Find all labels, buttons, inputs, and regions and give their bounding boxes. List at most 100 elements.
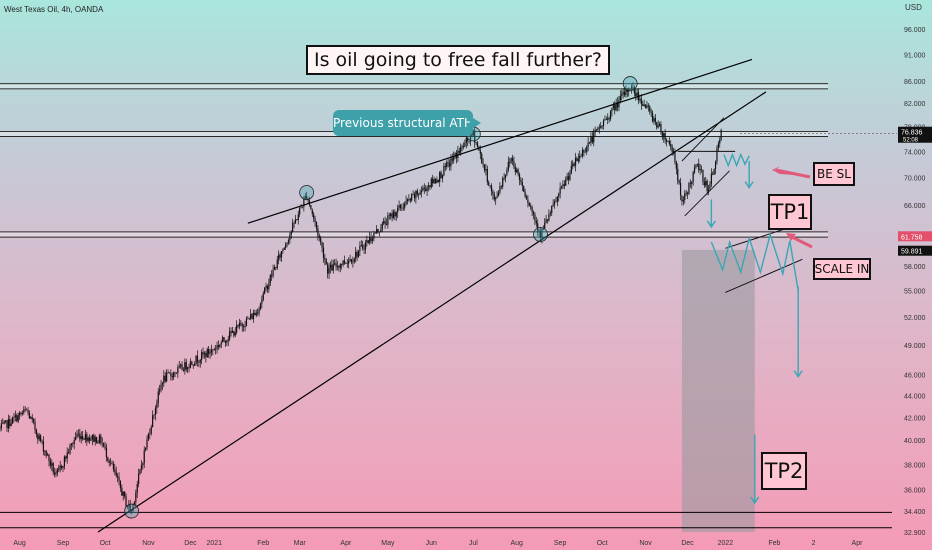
candle [185, 358, 187, 372]
candle [68, 448, 70, 454]
candle [381, 221, 383, 233]
candle [234, 327, 236, 338]
x-axis: Aug Sep Oct Nov Dec 2021 Feb Mar Apr May Jun Jul Aug… [13, 540, 863, 547]
candle [352, 256, 354, 268]
candle [201, 349, 203, 365]
candle [656, 121, 658, 130]
candle [532, 210, 535, 220]
candle [622, 88, 624, 99]
candle [681, 195, 683, 206]
candle [230, 327, 232, 337]
previous-ath-callout-pointer [470, 116, 481, 130]
candle [651, 110, 654, 123]
candle [143, 446, 145, 468]
candle [446, 160, 448, 170]
candle [315, 221, 318, 232]
candle [594, 126, 596, 137]
support-level-3 [0, 231, 828, 238]
candle [597, 126, 599, 133]
be-sl-label: BE SL [813, 162, 855, 186]
candle [643, 99, 645, 107]
candle [269, 273, 271, 287]
candle [136, 480, 138, 498]
price-badge-red: 61.758 [898, 231, 932, 242]
x-tick-label: Apr [852, 540, 864, 547]
y-tick-label: 32.900 [904, 530, 926, 537]
candle [216, 341, 218, 354]
candle [371, 235, 374, 244]
candle [562, 180, 564, 190]
candle [346, 259, 348, 268]
candle [301, 206, 304, 209]
candle [276, 255, 278, 270]
candle [299, 205, 301, 218]
candle [252, 309, 255, 323]
candle [118, 472, 120, 486]
x-tick-label: Apr [340, 540, 352, 547]
candle [84, 429, 87, 444]
candle [34, 418, 36, 434]
candle [608, 116, 610, 123]
candle [125, 493, 127, 507]
candle [693, 164, 696, 175]
candle [161, 381, 164, 391]
candle [426, 185, 428, 196]
candle [461, 144, 463, 152]
candle [684, 190, 686, 204]
candle [705, 176, 707, 188]
candle [440, 170, 442, 179]
candle [360, 240, 362, 247]
candle [178, 360, 180, 369]
candle [635, 88, 637, 101]
candle [362, 241, 364, 251]
candle [616, 97, 619, 112]
candle [220, 340, 222, 349]
candle [506, 167, 508, 177]
candle [534, 212, 536, 226]
candle [189, 358, 192, 369]
candle [61, 464, 63, 470]
candle [154, 405, 157, 421]
candle [702, 169, 704, 186]
candle [199, 358, 201, 368]
candle [591, 131, 593, 144]
candle [636, 89, 638, 101]
y-tick-label: 82.000 [904, 101, 926, 108]
candle [254, 309, 256, 316]
candle [649, 104, 651, 115]
candle [103, 442, 105, 448]
candle [514, 163, 516, 176]
candle [675, 160, 677, 175]
be-sl-pointer-arrow [772, 166, 811, 179]
candle [206, 347, 208, 358]
candle [31, 413, 33, 423]
candle [331, 259, 333, 272]
candle [327, 262, 329, 279]
candle [357, 249, 360, 258]
candle [530, 203, 532, 210]
candle [28, 410, 31, 419]
candle [642, 100, 644, 107]
touch-marker [299, 185, 315, 200]
candle [433, 176, 435, 185]
candle [556, 196, 558, 207]
candle [380, 224, 382, 233]
candle [601, 125, 603, 130]
support-levels-layer [0, 83, 892, 529]
candle [210, 344, 213, 357]
candle [223, 337, 225, 343]
candle [101, 437, 103, 448]
candle [83, 437, 85, 441]
candle [510, 157, 512, 164]
candle [598, 124, 600, 134]
tp2-label: TP2 [761, 452, 807, 490]
candle [245, 316, 248, 327]
candle [395, 211, 397, 221]
candle [264, 287, 266, 295]
y-tick-label: 91.000 [904, 52, 926, 59]
candle [114, 463, 116, 476]
candle [208, 345, 210, 358]
candle [226, 339, 228, 347]
